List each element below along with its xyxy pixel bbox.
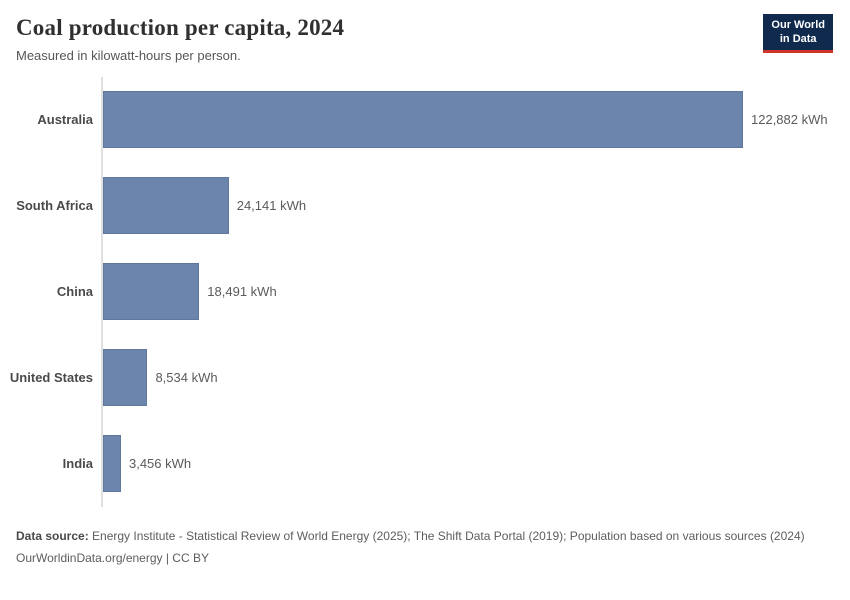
country-label: India (62, 456, 93, 472)
bar[interactable] (103, 91, 743, 149)
bar-value-label: 24,141 kWh (236, 198, 307, 214)
bar-track: 122,882 kWh (101, 76, 834, 163)
owid-logo-line1: Our World (771, 19, 825, 31)
bar-chart: Australia 122,882 kWh South Africa 24,14… (9, 76, 834, 507)
bar-value-label: 18,491 kWh (207, 284, 277, 300)
bar-row: United States 8,534 kWh (9, 334, 834, 421)
bar-value-label: 8,534 kWh (155, 370, 218, 386)
owid-logo[interactable]: Our World in Data (763, 14, 833, 53)
bar-value-label: 122,882 kWh (751, 112, 828, 128)
bar-track: 24,141 kWh (101, 162, 834, 249)
license-line: OurWorldinData.org/energy | CC BY (16, 550, 209, 565)
footer: Data source: Energy Institute - Statisti… (16, 528, 834, 568)
page-title: Coal production per capita, 2024 (16, 15, 345, 40)
bar-track: 8,534 kWh (101, 334, 834, 421)
bar-row: South Africa 24,141 kWh (16, 162, 834, 249)
bar-value-label: 3,456 kWh (128, 456, 192, 472)
bar-row: China 18,491 kWh (16, 248, 834, 335)
bar[interactable] (103, 435, 121, 493)
data-source-label: Data source: (16, 528, 89, 543)
bar[interactable] (103, 177, 229, 235)
data-source-line: Data source: Energy Institute - Statisti… (16, 528, 812, 545)
bar[interactable] (103, 349, 148, 407)
bar-track: 3,456 kWh (101, 420, 834, 507)
country-label: Australia (37, 112, 93, 128)
bar-row: India 3,456 kWh (16, 420, 834, 507)
country-label: United States (9, 370, 93, 386)
chart-subtitle: Measured in kilowatt-hours per person. (16, 47, 241, 63)
bar-track: 18,491 kWh (101, 248, 834, 335)
owid-logo-line2: in Data (779, 33, 817, 46)
bar[interactable] (103, 263, 200, 321)
country-label: South Africa (16, 198, 93, 214)
country-label: China (56, 284, 93, 300)
data-source-text: Energy Institute - Statistical Review of… (88, 528, 805, 543)
bar-row: Australia 122,882 kWh (16, 76, 834, 163)
